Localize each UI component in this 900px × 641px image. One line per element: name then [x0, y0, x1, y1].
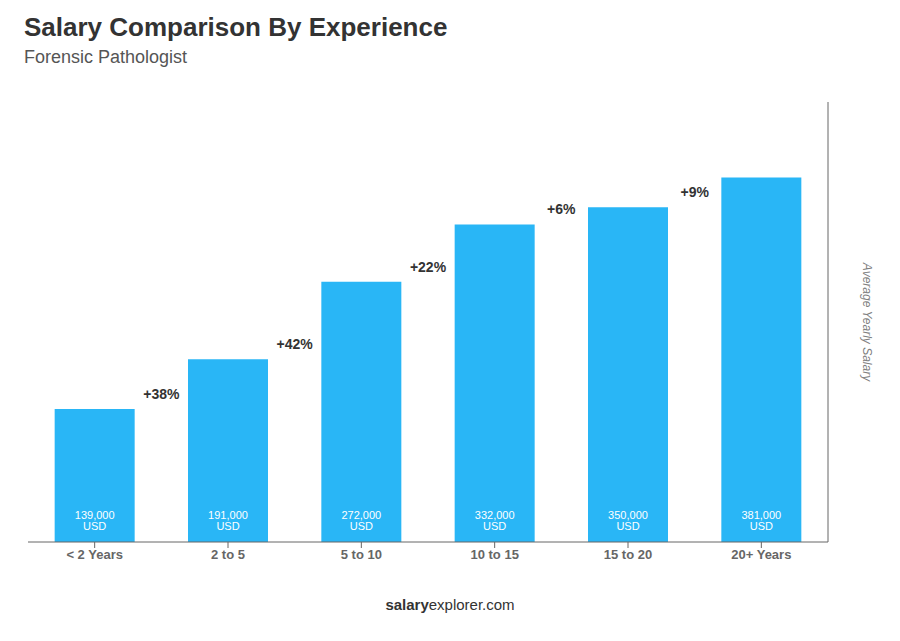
- svg-text:332,000USD: 332,000USD: [475, 509, 515, 532]
- svg-text:+6%: +6%: [547, 201, 576, 217]
- svg-text:+22%: +22%: [410, 259, 447, 275]
- svg-text:+9%: +9%: [680, 184, 709, 200]
- svg-text:5 to 10: 5 to 10: [341, 547, 382, 562]
- svg-text:139,000USD: 139,000USD: [75, 509, 115, 532]
- svg-text:15 to 20: 15 to 20: [604, 547, 652, 562]
- html-text:salary explorer.com: salary explorer.com: [385, 596, 515, 613]
- svg-text:+42%: +42%: [277, 336, 314, 352]
- svg-text:20+ Years: 20+ Years: [731, 547, 791, 562]
- svg-text:350,000USD: 350,000USD: [608, 509, 648, 532]
- svg-text:191,000USD: 191,000USD: [208, 509, 248, 532]
- html-text:Salary Comparison By Experienc: Salary Comparison By Experience: [24, 12, 448, 42]
- svg-text:272,000USD: 272,000USD: [341, 509, 381, 532]
- svg-text:10 to 15: 10 to 15: [470, 547, 518, 562]
- svg-text:+38%: +38%: [143, 386, 180, 402]
- svg-text:2 to 5: 2 to 5: [211, 547, 245, 562]
- html-text:Forensic Pathologist: Forensic Pathologist: [24, 47, 188, 67]
- svg-text:Average Yearly Salary: Average Yearly Salary: [860, 262, 874, 382]
- svg-text:381,000USD: 381,000USD: [741, 509, 781, 532]
- svg-text:< 2 Years: < 2 Years: [66, 547, 123, 562]
